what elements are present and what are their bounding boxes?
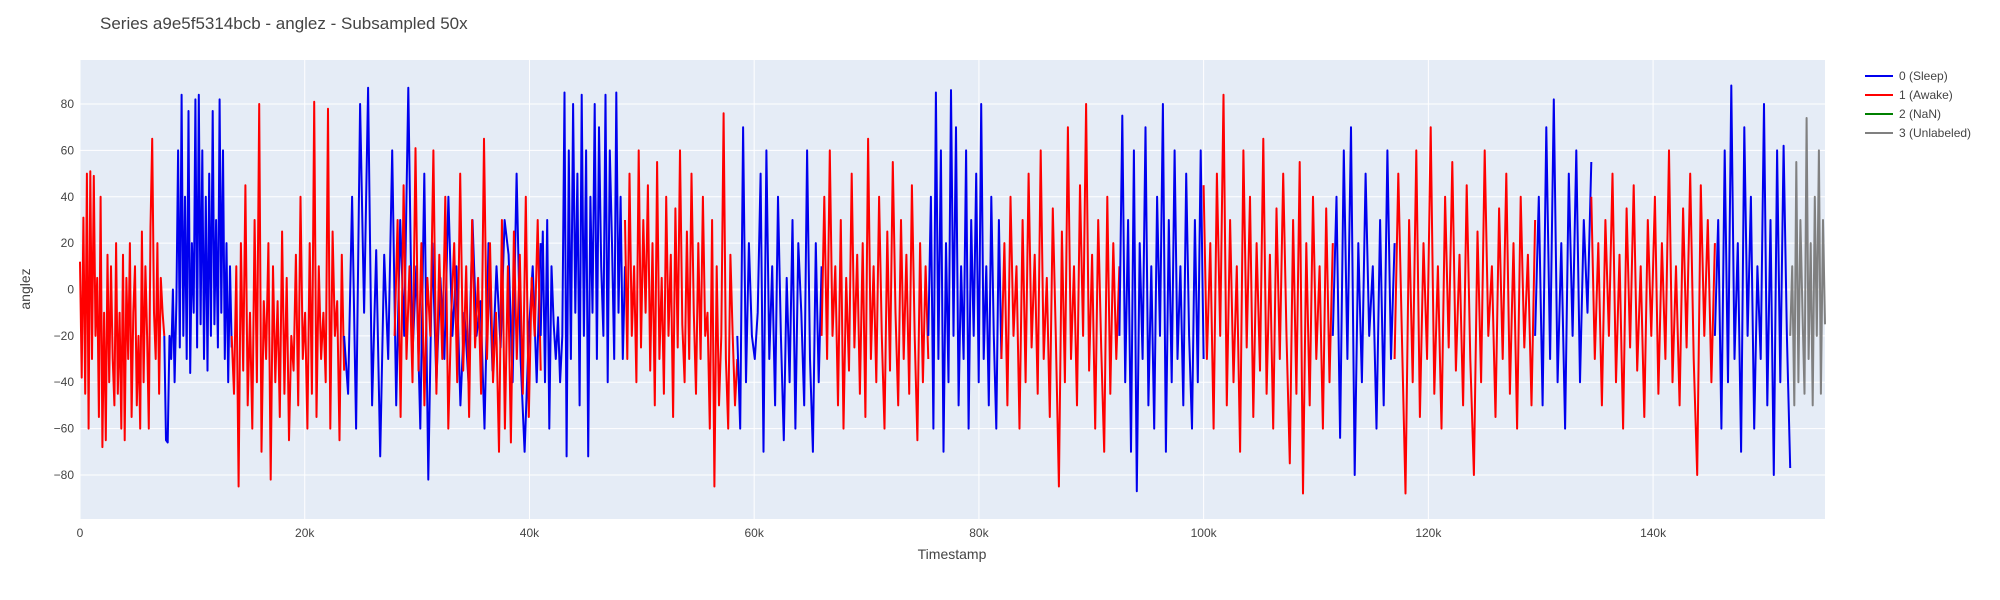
legend-item[interactable]: 2 (NaN) <box>1865 104 1971 123</box>
series-line <box>393 137 542 453</box>
x-tick-label: 100k <box>1191 526 1218 540</box>
x-tick-label: 120k <box>1415 526 1442 540</box>
series-line <box>1331 126 1396 476</box>
series-line <box>927 89 1003 453</box>
x-tick-label: 60k <box>744 526 764 540</box>
y-tick-label: 20 <box>61 236 75 250</box>
x-axis-title: Timestamp <box>918 546 987 562</box>
legend-item[interactable]: 0 (Sleep) <box>1865 66 1971 85</box>
legend-item[interactable]: 3 (Unlabeled) <box>1865 123 1971 142</box>
x-tick-label: 140k <box>1640 526 1667 540</box>
legend-swatch <box>1865 93 1893 96</box>
legend-item[interactable]: 1 (Awake) <box>1865 85 1971 104</box>
chart-title: Series a9e5f5314bcb - anglez - Subsample… <box>100 14 468 33</box>
legend-label: 2 (NaN) <box>1899 106 1942 121</box>
y-tick-label: 60 <box>61 143 75 157</box>
legend-swatch <box>1865 131 1893 134</box>
series-line <box>163 93 233 444</box>
y-tick-label: −40 <box>54 375 75 389</box>
legend-label: 3 (Unlabeled) <box>1899 125 1972 140</box>
legend-label: 1 (Awake) <box>1899 87 1953 102</box>
series-line <box>1713 84 1792 476</box>
y-tick-label: −20 <box>54 329 75 343</box>
y-tick-label: −80 <box>54 468 75 482</box>
series-line <box>1000 103 1121 488</box>
x-axis-ticks: 0 20k 40k 60k 80k 100k 120k 140k <box>77 526 1667 540</box>
x-tick-label: 80k <box>969 526 989 540</box>
series-line <box>1118 103 1205 493</box>
series-line <box>539 91 626 458</box>
series-line <box>230 100 346 488</box>
x-tick-label: 40k <box>520 526 540 540</box>
series-line <box>1789 117 1826 407</box>
x-tick-label: 0 <box>77 526 84 540</box>
legend: 0 (Sleep) 1 (Awake) 2 (NaN) 3 (Unlabeled) <box>1865 66 1971 142</box>
y-tick-label: 40 <box>61 190 75 204</box>
y-tick-label: 80 <box>61 97 75 111</box>
legend-swatch <box>1865 74 1893 77</box>
series-line <box>79 137 166 449</box>
series-line <box>1393 126 1537 495</box>
data-lines <box>79 84 1826 495</box>
y-axis-title: anglez <box>17 268 33 309</box>
series-line <box>1534 98 1593 430</box>
y-tick-label: 0 <box>67 283 74 297</box>
y-tick-label: −60 <box>54 422 75 436</box>
series-line <box>624 112 739 488</box>
legend-swatch <box>1865 112 1893 115</box>
series-line <box>820 137 930 442</box>
series-line <box>1202 93 1334 495</box>
x-tick-label: 20k <box>295 526 315 540</box>
legend-label: 0 (Sleep) <box>1899 68 1948 83</box>
series-line <box>1590 149 1716 476</box>
y-axis-ticks: −80 −60 −40 −20 0 20 40 60 80 <box>54 97 75 482</box>
series-line <box>736 126 823 453</box>
